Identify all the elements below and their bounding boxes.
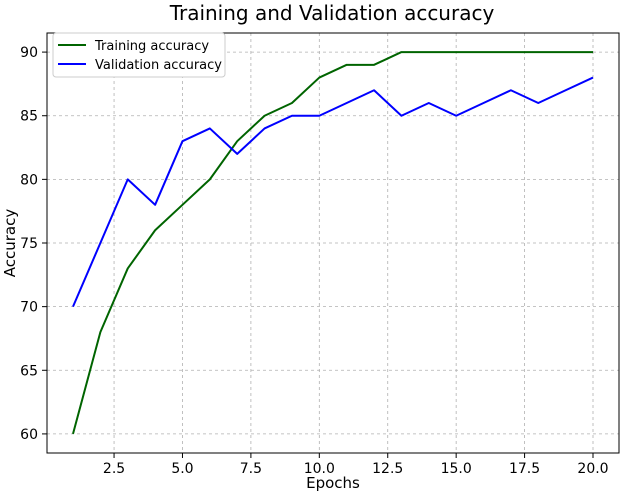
validation-accuracy-line bbox=[72, 76, 594, 308]
x-axis-label: Epochs bbox=[306, 474, 360, 492]
legend-training-label: Training accuracy bbox=[94, 39, 209, 54]
y-tick-label: 70 bbox=[20, 300, 38, 316]
y-tick-label: 80 bbox=[20, 172, 38, 188]
legend-validation-label: Validation accuracy bbox=[95, 58, 222, 73]
x-tick-label: 12.5 bbox=[372, 461, 403, 477]
chart-title: Training and Validation accuracy bbox=[169, 1, 495, 25]
legend-box bbox=[52, 32, 226, 78]
legend: Training accuracy Validation accuracy bbox=[52, 32, 226, 78]
grid bbox=[47, 33, 619, 453]
x-tick-label: 7.5 bbox=[240, 461, 262, 477]
y-tick-label: 65 bbox=[20, 363, 38, 379]
x-tick-label: 15.0 bbox=[441, 461, 472, 477]
axes-ticks: 2.5 5.0 7.5 10.0 12.5 15.0 17.5 20.0 60 65 70 75 80 8… bbox=[20, 45, 608, 477]
x-tick-label: 10.0 bbox=[304, 461, 335, 477]
y-tick-label: 90 bbox=[20, 45, 38, 61]
y-tick-label: 75 bbox=[20, 236, 38, 252]
x-tick-label: 17.5 bbox=[509, 461, 540, 477]
training-accuracy-line bbox=[72, 51, 593, 435]
x-tick-label: 5.0 bbox=[171, 461, 193, 477]
x-tick-label: 20.0 bbox=[577, 461, 608, 477]
series-lines bbox=[72, 51, 594, 435]
y-axis-label: Accuracy bbox=[1, 209, 19, 278]
x-tick-label: 2.5 bbox=[103, 461, 125, 477]
y-tick-label: 85 bbox=[20, 109, 38, 125]
y-tick-label: 60 bbox=[20, 427, 38, 443]
